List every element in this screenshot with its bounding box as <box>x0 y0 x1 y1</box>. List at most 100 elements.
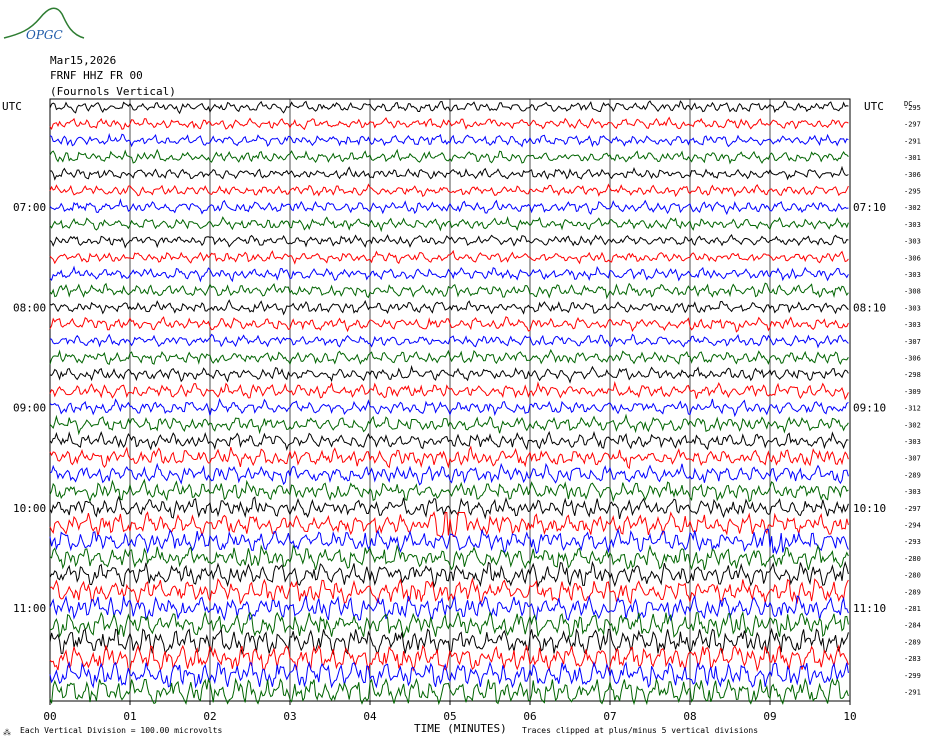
dc-offset-value: -302 <box>904 204 921 212</box>
dc-offset-value: -299 <box>904 672 921 680</box>
dc-label: DC <box>904 100 912 108</box>
dc-offset-value: -303 <box>904 271 921 279</box>
x-axis-label: TIME (MINUTES) <box>414 722 507 735</box>
dc-offset-value: -303 <box>904 221 921 229</box>
dc-offset-value: -307 <box>904 338 921 346</box>
dc-offset-value: -280 <box>904 572 921 580</box>
seismic-traces <box>49 100 849 706</box>
trace-row <box>49 660 849 689</box>
dc-offset-value: -284 <box>904 622 921 630</box>
trace-row <box>49 495 849 520</box>
right-time-label: 07:10 <box>853 201 886 214</box>
dc-offset-value: -303 <box>904 304 921 312</box>
trace-row <box>49 644 849 673</box>
logo-text: OPGC <box>26 28 63 42</box>
trace-row <box>49 282 849 300</box>
dc-offset-value: -306 <box>904 254 921 262</box>
dc-offset-value: -297 <box>904 505 921 513</box>
trace-row <box>49 234 849 249</box>
trace-row <box>49 560 849 589</box>
x-tick-label: 09 <box>763 710 776 723</box>
x-tick-label: 00 <box>43 710 56 723</box>
trace-row <box>49 348 849 366</box>
trace-row <box>49 543 849 571</box>
trace-row <box>49 316 849 333</box>
dc-offset-value: -297 <box>904 121 921 129</box>
dc-offset-value: -308 <box>904 288 921 296</box>
x-tick-label: 06 <box>523 710 536 723</box>
trace-row <box>49 430 849 452</box>
dc-offset-value: -301 <box>904 154 921 162</box>
dc-offset-value: -291 <box>904 689 921 697</box>
dc-offset-value: -294 <box>904 522 921 530</box>
x-tick-label: 01 <box>123 710 136 723</box>
trace-row <box>49 594 849 622</box>
dc-offset-value: -289 <box>904 638 921 646</box>
trace-row <box>49 215 849 233</box>
left-time-label: 10:00 <box>13 502 46 515</box>
footer-scale-note: Each Vertical Division = 100.00 microvol… <box>20 726 222 735</box>
dc-offset-value: -289 <box>904 588 921 596</box>
dc-offset-value: -303 <box>904 488 921 496</box>
dc-offset-value: -283 <box>904 655 921 663</box>
left-time-label: 08:00 <box>13 301 46 314</box>
dc-offset-value: -295 <box>904 188 921 196</box>
right-time-labels: 07:10 08:10 09:10 10:10 11:10 <box>853 201 886 615</box>
trace-row <box>49 100 849 115</box>
dc-offset-value: -306 <box>904 355 921 363</box>
right-time-label: 09:10 <box>853 402 886 415</box>
logo-mountain-icon <box>3 7 85 39</box>
x-tick-label: 08 <box>683 710 696 723</box>
trace-row <box>49 132 849 148</box>
trace-row <box>49 249 849 265</box>
x-tick-label: 03 <box>283 710 296 723</box>
trace-row <box>49 610 849 639</box>
dc-offset-value: -291 <box>904 137 921 145</box>
left-time-labels: 07:00 08:00 09:00 10:00 11:00 <box>13 201 46 615</box>
trace-row <box>49 627 849 656</box>
dc-offset-labels: -295 -297 -291 -301 -306 -295 -302 -303 -303 -306… <box>904 104 921 697</box>
header-date: Mar15,2026 <box>50 54 116 67</box>
left-time-label: 09:00 <box>13 402 46 415</box>
right-time-label: 11:10 <box>853 602 886 615</box>
trace-row <box>49 511 849 537</box>
x-tick-label: 05 <box>443 710 456 723</box>
x-tick-labels: 00 01 02 03 04 05 06 07 08 09 10 <box>43 701 857 723</box>
trace-row <box>49 333 849 349</box>
right-time-label: 08:10 <box>853 301 886 314</box>
trace-row <box>49 183 849 198</box>
dc-offset-value: -293 <box>904 538 921 546</box>
dc-offset-value: -306 <box>904 171 921 179</box>
trace-row <box>49 462 849 486</box>
dc-offset-value: -280 <box>904 555 921 563</box>
dc-offset-value: -289 <box>904 471 921 479</box>
trace-row <box>49 165 849 181</box>
right-time-label: 10:10 <box>853 502 886 515</box>
dc-offset-value: -303 <box>904 438 921 446</box>
trace-row <box>49 413 849 436</box>
trace-row <box>49 478 849 503</box>
dc-offset-value: -302 <box>904 421 921 429</box>
dc-offset-value: -303 <box>904 238 921 246</box>
trace-row <box>49 397 849 418</box>
footer-mark: ⁂ <box>3 728 11 737</box>
header-station: FRNF HHZ FR 00 <box>50 69 143 82</box>
x-tick-label: 02 <box>203 710 216 723</box>
x-tick-label: 10 <box>843 710 856 723</box>
utc-label-right: UTC <box>864 100 884 113</box>
trace-row <box>49 677 849 706</box>
dc-offset-value: -298 <box>904 371 921 379</box>
footer-clip-note: Traces clipped at plus/minus 5 vertical … <box>522 726 758 735</box>
dc-offset-value: -295 <box>904 104 921 112</box>
trace-row <box>49 265 849 283</box>
left-time-label: 11:00 <box>13 602 46 615</box>
trace-row <box>49 116 849 131</box>
utc-label-left: UTC <box>2 100 22 113</box>
dc-offset-value: -281 <box>904 605 921 613</box>
dc-offset-value: -303 <box>904 321 921 329</box>
trace-row <box>49 527 849 555</box>
trace-row <box>49 299 849 316</box>
dc-offset-value: -312 <box>904 405 921 413</box>
header-location: (Fournols Vertical) <box>50 85 176 98</box>
